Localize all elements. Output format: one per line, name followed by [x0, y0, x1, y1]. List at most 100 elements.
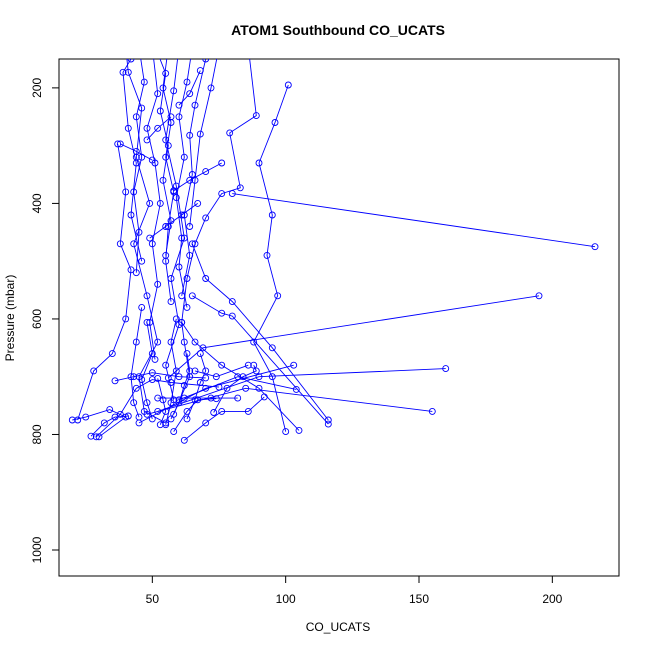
- data-point: [82, 413, 90, 421]
- data-point: [135, 413, 143, 421]
- series-line: [194, 364, 249, 378]
- data-series: [175, 67, 204, 109]
- data-point: [176, 44, 182, 50]
- data-point: [183, 78, 191, 86]
- series-line: [141, 322, 153, 420]
- data-point: [180, 436, 188, 444]
- data-point: [290, 361, 298, 369]
- data-point: [130, 399, 138, 407]
- data-point: [135, 228, 143, 236]
- data-point: [130, 373, 138, 381]
- data-point: [132, 338, 140, 346]
- series-layer: [68, 44, 599, 444]
- data-point: [202, 168, 210, 176]
- data-point: [138, 303, 146, 311]
- x-tick-label: 50: [146, 592, 160, 606]
- series-line: [186, 353, 207, 420]
- data-series: [146, 199, 202, 242]
- data-point: [136, 44, 142, 50]
- data-series: [250, 81, 292, 436]
- series-line: [159, 59, 172, 256]
- data-series: [162, 315, 180, 429]
- data-point: [122, 315, 130, 323]
- data-point: [186, 223, 194, 230]
- data-point: [207, 394, 215, 402]
- data-point: [92, 433, 100, 441]
- data-point: [175, 263, 183, 271]
- data-point: [148, 369, 156, 377]
- data-series: [135, 361, 298, 427]
- data-point: [148, 350, 156, 358]
- data-point: [172, 367, 180, 375]
- data-point: [154, 374, 162, 382]
- data-point: [87, 432, 95, 440]
- data-point: [132, 113, 140, 121]
- data-point: [245, 44, 251, 50]
- data-point: [124, 412, 132, 420]
- data-point: [295, 426, 303, 434]
- data-point: [191, 101, 199, 109]
- data-point: [228, 298, 236, 306]
- data-point: [172, 194, 180, 202]
- data-point: [138, 257, 146, 265]
- data-point: [162, 223, 170, 230]
- data-point: [116, 140, 124, 148]
- data-point: [175, 373, 183, 381]
- data-series: [123, 44, 170, 427]
- data-point: [244, 407, 252, 415]
- data-point: [218, 190, 226, 198]
- data-point: [119, 68, 127, 76]
- data-point: [124, 68, 132, 76]
- data-series: [178, 318, 303, 434]
- data-point: [124, 124, 132, 132]
- data-series: [111, 369, 210, 385]
- data-point: [268, 211, 276, 219]
- data-point: [175, 113, 183, 121]
- data-point: [130, 240, 138, 248]
- data-point: [154, 124, 162, 132]
- series-line: [170, 353, 191, 420]
- chart-title: ATOM1 Southbound CO_UCATS: [231, 22, 445, 38]
- data-point: [123, 44, 129, 50]
- data-point: [218, 159, 226, 167]
- data-point: [159, 176, 167, 184]
- data-point: [535, 292, 543, 300]
- data-point: [242, 384, 250, 392]
- data-point: [183, 275, 191, 282]
- data-point: [210, 409, 218, 416]
- data-point: [175, 399, 183, 407]
- data-point: [183, 303, 191, 311]
- data-point: [148, 415, 156, 423]
- data-point: [154, 338, 162, 346]
- data-point: [146, 234, 154, 242]
- data-point: [154, 280, 162, 288]
- data-point: [183, 415, 191, 423]
- data-point: [132, 147, 140, 155]
- series-line: [173, 59, 257, 415]
- data-point: [191, 240, 199, 248]
- data-point: [170, 87, 178, 95]
- series-line: [189, 59, 218, 227]
- series-line: [126, 59, 166, 424]
- x-axis-label: CO_UCATS: [306, 620, 370, 634]
- data-series: [74, 140, 135, 424]
- plot-frame: [58, 58, 620, 577]
- x-tick-label: 100: [276, 592, 296, 606]
- series-line: [138, 364, 294, 424]
- data-point: [202, 214, 210, 222]
- data-point: [162, 251, 170, 259]
- data-point: [199, 344, 207, 352]
- data-point: [154, 394, 162, 402]
- data-point: [178, 318, 186, 326]
- data-point: [172, 315, 180, 323]
- data-point: [148, 156, 156, 164]
- data-point: [178, 292, 186, 300]
- data-point: [228, 312, 236, 320]
- data-point: [180, 394, 188, 402]
- data-point: [428, 407, 436, 415]
- series-line: [133, 59, 145, 273]
- data-point: [268, 344, 276, 352]
- data-series: [143, 113, 175, 144]
- data-point: [164, 142, 172, 150]
- data-point: [143, 124, 151, 132]
